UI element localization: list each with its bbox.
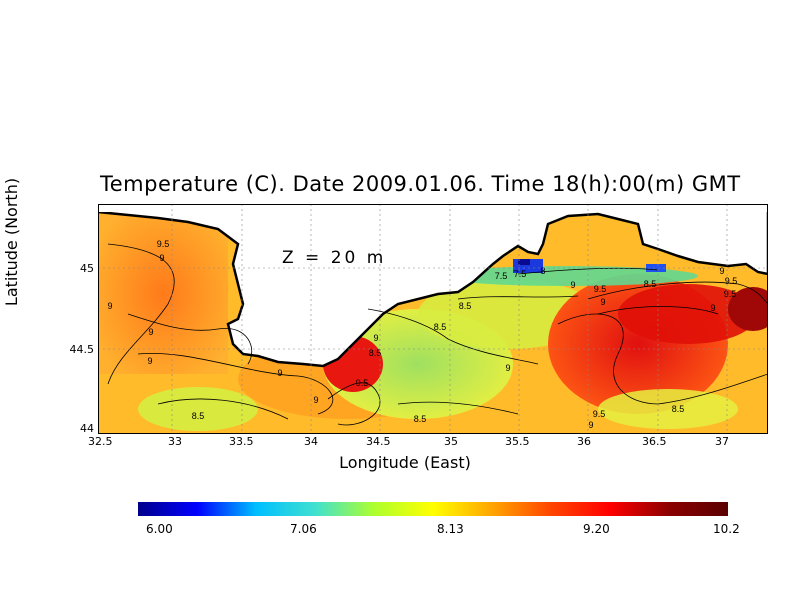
x-tick: 34 — [304, 435, 318, 448]
contour-label: 8.5 — [644, 279, 657, 289]
y-tick: 45 — [80, 262, 94, 275]
west-warm-region — [98, 214, 228, 374]
contour-label: 8.5 — [672, 404, 685, 414]
contour-label-group: 9.5 9 9 9 9 9 8.5 9 9.5 8.5 8.5 9 8.5 7.… — [107, 239, 737, 430]
cold-cell-3 — [646, 264, 666, 272]
contour-label: 9.5 — [594, 284, 607, 294]
colorbar-tick: 10.2 — [713, 522, 740, 536]
colorbar — [138, 502, 728, 516]
grid-lines — [98, 204, 768, 434]
temperature-map: 9.5 9 9 9 9 9 8.5 9 9.5 8.5 8.5 9 8.5 7.… — [98, 204, 768, 434]
contour-label: 9 — [313, 395, 318, 405]
colorbar-tick: 6.00 — [146, 522, 173, 536]
x-tick: 33.5 — [229, 435, 254, 448]
contour-label: 9 — [107, 301, 112, 311]
x-tick: 33 — [168, 435, 182, 448]
contour-label: 9 — [148, 327, 153, 337]
x-tick: 35 — [444, 435, 458, 448]
east-hot-core — [618, 284, 758, 344]
contour-label: 9.5 — [356, 378, 369, 388]
contour-label: 9.5 — [725, 276, 738, 286]
contour-label: 9 — [600, 297, 605, 307]
x-tick: 36.5 — [642, 435, 667, 448]
contour-label: 8.5 — [414, 414, 427, 424]
contour-label: 9 — [373, 333, 378, 343]
colorbar-tick: 8.13 — [437, 522, 464, 536]
contour-label: 8.5 — [369, 348, 382, 358]
x-axis-label: Longitude (East) — [339, 453, 471, 472]
depth-label: Z = 20 m — [282, 248, 387, 268]
contour-label: 9 — [570, 280, 575, 290]
contour-label: 9.5 — [157, 239, 170, 249]
contour-label: 9.5 — [724, 289, 737, 299]
x-tick: 36 — [577, 435, 591, 448]
contour-label: 9 — [277, 368, 282, 378]
contour-label: 8.5 — [192, 411, 205, 421]
southwest-cool-patch — [138, 387, 258, 431]
contour-label: 9 — [588, 420, 593, 430]
contour-label: 9 — [159, 253, 164, 263]
x-tick: 35.5 — [505, 435, 530, 448]
y-axis-label: Latitude (North) — [2, 177, 21, 307]
contour-label: 8.5 — [434, 322, 447, 332]
north-cutoff-mask — [98, 204, 768, 212]
far-east-hot-core — [728, 287, 768, 331]
contour-label: 8.5 — [459, 301, 472, 311]
contour-label: 9 — [147, 356, 152, 366]
map-title: Temperature (C). Date 2009.01.06. Time 1… — [100, 172, 741, 196]
y-tick: 44.5 — [69, 343, 95, 356]
contour-label: 7.5 — [514, 269, 527, 279]
contour-label: 7.5 — [495, 271, 508, 281]
x-tick: 32.5 — [88, 435, 113, 448]
contour-lines — [107, 243, 768, 426]
x-tick: 34.5 — [366, 435, 391, 448]
southeast-cool-patch — [598, 389, 738, 429]
contour-label: 9 — [710, 303, 715, 313]
colorbar-tick: 7.06 — [290, 522, 317, 536]
contour-label: 8 — [540, 266, 545, 276]
cold-cell-2 — [518, 259, 530, 265]
contour-label: 9.5 — [593, 409, 606, 419]
x-tick: 37 — [715, 435, 729, 448]
crimea-land — [98, 204, 768, 368]
contour-label: 9 — [719, 266, 724, 276]
contour-label: 9 — [505, 363, 510, 373]
map-frame — [98, 204, 768, 434]
colorbar-tick: 9.20 — [583, 522, 610, 536]
y-tick: 44 — [80, 422, 94, 435]
coastal-cool-strip — [438, 266, 698, 286]
